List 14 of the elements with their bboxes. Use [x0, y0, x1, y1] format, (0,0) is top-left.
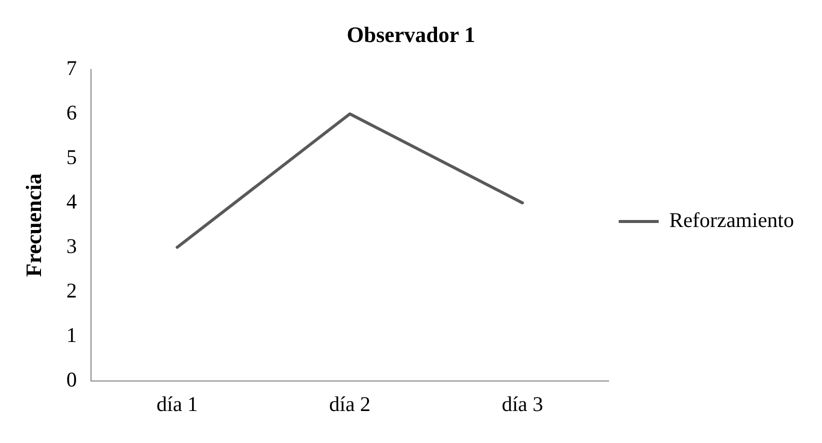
- x-tick-label: día 2: [329, 392, 371, 416]
- y-tick-label: 2: [66, 278, 77, 302]
- x-tick-label: día 3: [502, 392, 544, 416]
- y-tick-label: 0: [66, 367, 77, 392]
- chart-title: Observador 1: [346, 22, 476, 47]
- y-axis-title: Frecuencia: [20, 173, 46, 277]
- y-tick-label: 7: [66, 56, 77, 80]
- y-tick-label: 3: [66, 234, 77, 258]
- y-tick-label: 1: [66, 322, 77, 347]
- y-tick-label: 4: [66, 189, 78, 214]
- y-tick-label: 6: [66, 100, 77, 124]
- y-tick-label: 5: [66, 144, 77, 169]
- legend-label: Reforzamiento: [669, 208, 794, 232]
- x-tick-label: día 1: [156, 392, 198, 416]
